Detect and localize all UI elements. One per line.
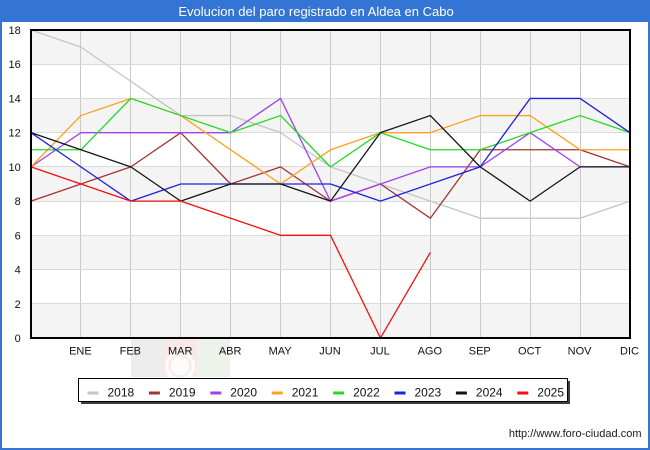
svg-text:http://www.foro-ciudad.com: http://www.foro-ciudad.com: [509, 428, 642, 440]
svg-text:Evolucion del paro registrado: Evolucion del paro registrado en Aldea e…: [178, 4, 453, 19]
svg-text:DIC: DIC: [620, 346, 639, 358]
svg-text:6: 6: [15, 230, 21, 242]
svg-text:JUN: JUN: [319, 346, 340, 358]
svg-text:4: 4: [15, 265, 21, 277]
svg-text:JUL: JUL: [370, 346, 390, 358]
svg-text:SEP: SEP: [469, 346, 491, 358]
svg-text:OCT: OCT: [518, 346, 542, 358]
svg-text:ABR: ABR: [219, 346, 242, 358]
svg-text:14: 14: [9, 93, 21, 105]
svg-text:MAY: MAY: [269, 346, 293, 358]
svg-text:2018: 2018: [108, 386, 135, 400]
svg-text:NOV: NOV: [568, 346, 593, 358]
svg-text:FEB: FEB: [120, 346, 141, 358]
svg-text:0: 0: [15, 333, 21, 345]
svg-text:12: 12: [9, 128, 21, 140]
svg-text:2020: 2020: [230, 386, 257, 400]
svg-text:2025: 2025: [537, 386, 564, 400]
svg-text:18: 18: [9, 25, 21, 37]
svg-text:2019: 2019: [169, 386, 196, 400]
svg-text:ENE: ENE: [69, 346, 92, 358]
svg-text:MAR: MAR: [168, 346, 193, 358]
svg-text:2: 2: [15, 299, 21, 311]
svg-text:AGO: AGO: [418, 346, 443, 358]
svg-text:2023: 2023: [415, 386, 442, 400]
svg-text:2022: 2022: [353, 386, 380, 400]
svg-text:10: 10: [9, 162, 21, 174]
svg-text:2024: 2024: [476, 386, 503, 400]
svg-text:2021: 2021: [292, 386, 319, 400]
svg-text:8: 8: [15, 196, 21, 208]
svg-text:16: 16: [9, 59, 21, 71]
